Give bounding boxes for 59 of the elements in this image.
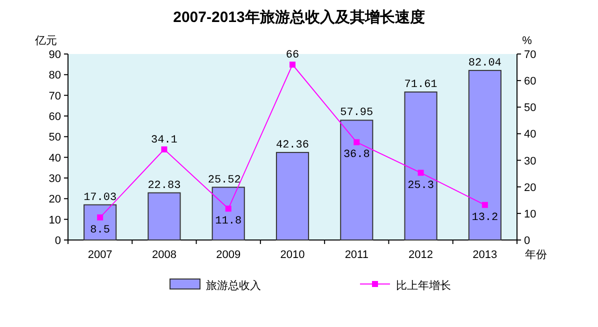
data-label: 36.8 bbox=[343, 149, 370, 162]
data-label: 25.52 bbox=[208, 174, 241, 186]
x-tick-label: 2009 bbox=[216, 249, 241, 261]
point bbox=[418, 170, 424, 176]
legend-label: 比上年增长 bbox=[396, 279, 451, 292]
y2-tick-label: 10 bbox=[524, 208, 536, 220]
y-tick-label: 60 bbox=[48, 111, 61, 123]
y-tick-label: 10 bbox=[48, 214, 61, 226]
data-label: 8.5 bbox=[90, 224, 110, 236]
y-axis-title: 亿元 bbox=[34, 35, 57, 47]
bar bbox=[212, 186, 245, 240]
y-tick-label: 40 bbox=[48, 152, 61, 164]
bar bbox=[340, 120, 374, 240]
x-tick-label: 2012 bbox=[408, 249, 434, 261]
bar bbox=[404, 92, 438, 240]
data-label: 25.3 bbox=[408, 180, 434, 192]
data-label: 22.83 bbox=[148, 180, 181, 192]
title: 2007-2013年旅游总收入及其增长速度 bbox=[173, 9, 425, 26]
y2-tick-label: 30 bbox=[524, 155, 536, 168]
point bbox=[225, 206, 232, 212]
bar bbox=[468, 70, 502, 240]
bar bbox=[276, 152, 310, 240]
data-label: 57.95 bbox=[340, 107, 374, 120]
y-tick-label: 70 bbox=[48, 90, 61, 102]
x-axis-title: 年份 bbox=[525, 249, 547, 261]
data-label: 42.36 bbox=[276, 139, 310, 152]
point bbox=[161, 146, 168, 152]
data-label: 11.8 bbox=[215, 216, 242, 228]
x-tick-label: 2008 bbox=[152, 249, 176, 261]
y2-tick-label: 60 bbox=[524, 76, 536, 88]
data-label: 17.03 bbox=[84, 192, 117, 204]
point bbox=[97, 214, 104, 220]
x-tick-label: 2007 bbox=[88, 249, 112, 261]
x-tick-label: 2010 bbox=[280, 249, 305, 261]
y2-tick-label: 70 bbox=[524, 49, 536, 61]
data-label: 34.1 bbox=[151, 134, 178, 146]
bar bbox=[84, 204, 117, 240]
y-tick-label: 90 bbox=[48, 49, 61, 61]
y-tick-label: 0 bbox=[54, 235, 61, 247]
x-tick-label: 2011 bbox=[344, 249, 368, 261]
point bbox=[290, 62, 296, 68]
y2-tick-label: 40 bbox=[524, 128, 536, 141]
legend-label: 旅游总收入 bbox=[206, 279, 261, 292]
y2-tick-label: 50 bbox=[524, 102, 536, 114]
y-tick-label: 30 bbox=[48, 173, 61, 185]
point bbox=[482, 202, 488, 208]
y-tick-label: 50 bbox=[48, 132, 61, 144]
y2-axis-title: % bbox=[522, 35, 532, 47]
y-tick-label: 80 bbox=[48, 70, 61, 82]
x-tick-label: 2013 bbox=[472, 249, 498, 261]
point bbox=[354, 139, 360, 146]
y2-tick-label: 20 bbox=[524, 182, 536, 194]
y-tick-label: 20 bbox=[48, 194, 61, 206]
y2-tick-label: 0 bbox=[524, 235, 530, 247]
bar bbox=[148, 192, 181, 240]
data-label: 71.61 bbox=[404, 79, 438, 92]
data-label: 82.04 bbox=[468, 57, 502, 70]
data-label: 66 bbox=[286, 50, 300, 62]
data-label: 13.2 bbox=[472, 212, 498, 224]
